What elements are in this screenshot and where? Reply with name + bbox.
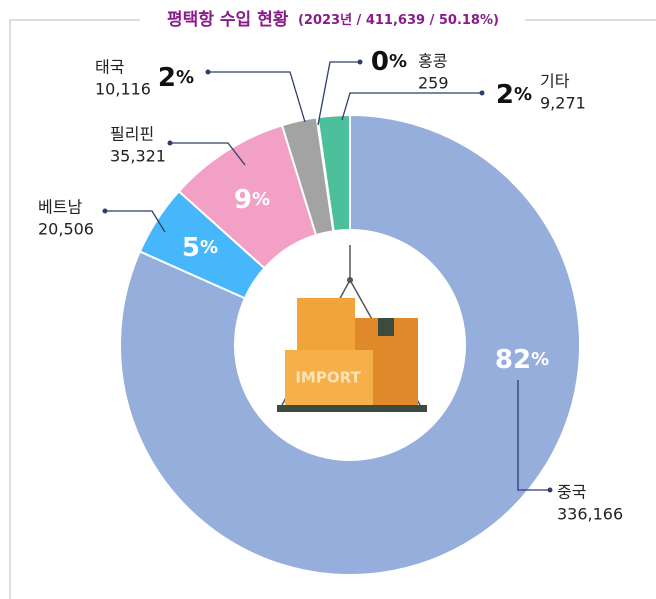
slice	[316, 113, 351, 233]
percent-number: 82	[495, 345, 531, 375]
value-label: 20,506	[38, 220, 94, 239]
donut	[119, 113, 581, 576]
category-label: 중국	[557, 483, 586, 502]
percent-sign: %	[252, 189, 270, 210]
box	[297, 298, 355, 350]
percent-sign: %	[514, 84, 532, 105]
value-label: 259	[418, 74, 449, 93]
percent-number: 9	[234, 185, 252, 215]
percent-number: 0	[371, 47, 389, 77]
leader-line	[317, 61, 360, 126]
percent-sign: %	[389, 51, 407, 72]
leader-dot	[167, 140, 173, 146]
title-group: 평택항 수입 현황 (2023년 / 411,639 / 50.18%)	[167, 9, 499, 30]
percent-label: 0%	[371, 47, 407, 77]
leader-line	[517, 380, 550, 491]
leader-dot	[479, 90, 485, 96]
percent-label: 2%	[496, 80, 532, 110]
percent-sign: %	[200, 237, 218, 258]
value-label: 35,321	[110, 147, 166, 166]
labels: 82% 중국 336,166 5% 베트남 20,506 9% 필리핀 35,321 2% 태국 10…	[38, 47, 623, 524]
box-tag	[378, 318, 394, 336]
import-icon: IMPORT	[277, 245, 427, 412]
category-label: 태국	[95, 58, 124, 77]
value-label: 336,166	[557, 505, 623, 524]
leader-dot	[205, 69, 211, 75]
category-label: 베트남	[38, 198, 82, 217]
category-label: 필리핀	[110, 125, 154, 144]
icon-label: IMPORT	[295, 369, 361, 387]
category-label: 홍콩	[418, 52, 447, 71]
value-label: 10,116	[95, 80, 151, 99]
percent-label: 5%	[182, 233, 218, 263]
category-label: 기타	[540, 72, 570, 91]
leader-line	[341, 92, 482, 121]
hook	[347, 277, 353, 283]
leader-dot	[357, 59, 363, 65]
percent-number: 2	[158, 63, 176, 93]
percent-label: 2%	[158, 63, 194, 93]
leader-dot	[547, 487, 553, 493]
percent-number: 2	[496, 80, 514, 110]
pallet	[277, 405, 427, 412]
leader-line	[105, 210, 166, 233]
percent-sign: %	[176, 67, 194, 88]
leader-line	[170, 142, 246, 166]
chart-subtitle: (2023년 / 411,639 / 50.18%)	[298, 13, 499, 28]
chart-title: 평택항 수입 현황	[167, 9, 289, 30]
frame	[9, 19, 656, 599]
value-label: 9,271	[540, 94, 586, 113]
slice	[119, 113, 581, 576]
box	[285, 350, 373, 406]
percent-sign: %	[531, 349, 549, 370]
leader-line	[208, 71, 306, 123]
frame-line	[9, 19, 140, 599]
percent-number: 5	[182, 233, 200, 263]
leader-dot	[102, 208, 108, 214]
percent-label: 9%	[234, 185, 270, 215]
percent-label: 82%	[495, 345, 549, 375]
